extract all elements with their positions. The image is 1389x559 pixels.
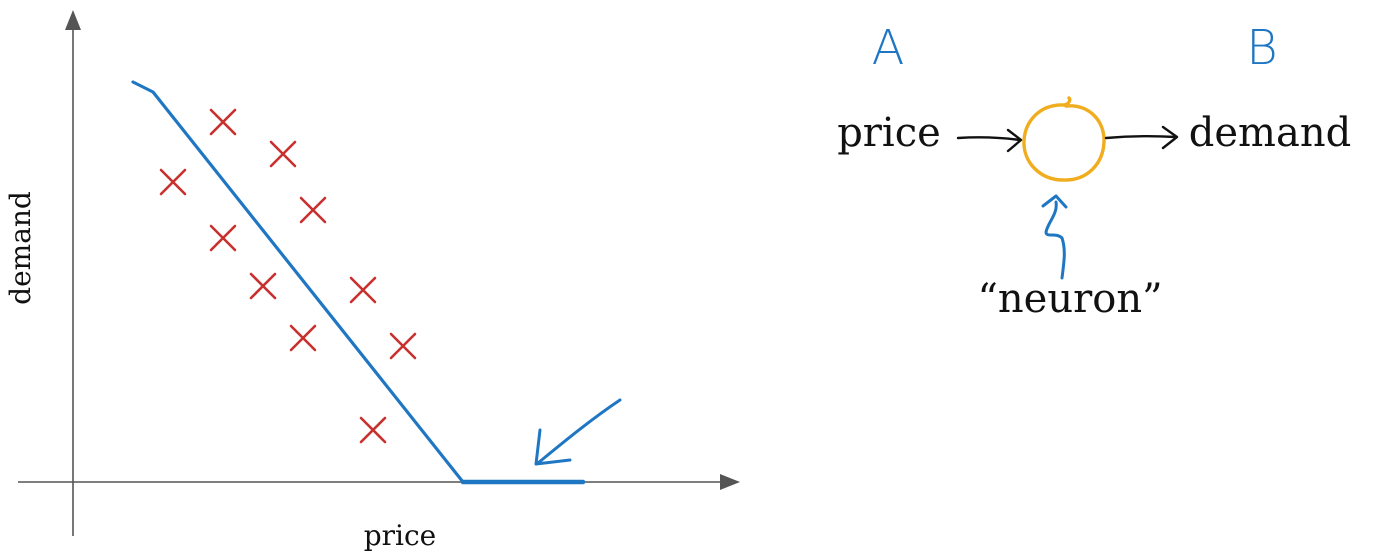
x-axis-label: price [364,519,437,552]
neuron-diagram: A B price demand “neuron” [837,20,1351,322]
data-point-x-marker [269,140,297,168]
y-axis-arrowhead [65,10,81,30]
x-axis-arrowhead [720,474,740,490]
data-point-x-marker [359,416,387,444]
price-demand-chart: demand price [4,10,740,552]
data-point-x-marker [389,332,417,360]
neuron-caption: “neuron” [977,276,1162,322]
data-point-x-marker [289,324,317,352]
label-a: A [872,20,905,76]
y-axis-label: demand [4,191,37,305]
annotation-arrow-icon [534,398,622,466]
fit-line [131,80,585,484]
input-arrow-icon [956,128,1023,153]
data-point-x-marker [349,276,377,304]
input-label: price [837,110,941,156]
output-label: demand [1189,110,1351,156]
data-point-x-marker [209,224,237,252]
neuron-pointer-icon [1041,194,1068,280]
neuron-circle [1022,96,1106,182]
output-arrow-icon [1104,125,1179,150]
data-points [159,108,417,444]
data-point-x-marker [209,108,237,136]
data-point-x-marker [159,168,187,196]
data-point-x-marker [299,196,327,224]
data-point-x-marker [249,272,277,300]
label-b: B [1246,20,1277,76]
